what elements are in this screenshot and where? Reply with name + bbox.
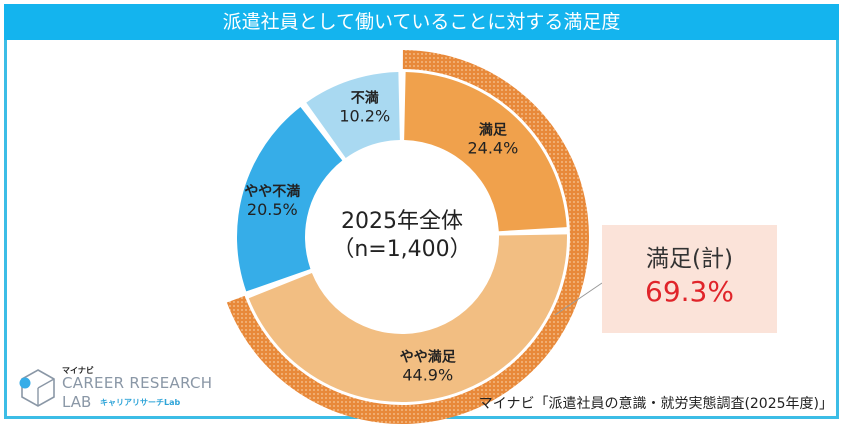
donut-slice-1	[248, 234, 568, 403]
center-label-line1: 2025年全体	[341, 209, 463, 234]
donut-slice-2	[237, 106, 343, 292]
chart-title: 派遣社員として働いていることに対する満足度	[4, 4, 839, 40]
donut-slice-3	[306, 72, 400, 158]
slice-label-3: 不満	[351, 90, 379, 107]
slice-value-2: 20.5%	[247, 200, 298, 219]
slice-label-2: やや不満	[244, 183, 300, 200]
career-research-lab-logo: マイナビ CAREER RESEARCH LAB キャリアリサーチLab	[16, 362, 216, 412]
callout-leader-line	[554, 282, 603, 316]
donut-slice-0	[404, 72, 567, 232]
slice-value-0: 24.4%	[467, 139, 518, 158]
logo-kana: マイナビ	[62, 366, 94, 375]
callout-value: 69.3%	[645, 275, 734, 308]
callout-label: 満足(計)	[646, 246, 733, 272]
slice-value-1: 44.9%	[402, 365, 453, 384]
center-label-line2: （n=1,400）	[332, 237, 471, 262]
slice-value-3: 10.2%	[339, 107, 390, 126]
logo-line1: CAREER RESEARCH	[62, 374, 213, 392]
satisfied-total-callout: 満足(計) 69.3%	[602, 225, 777, 333]
slice-label-0: 満足	[479, 122, 508, 139]
cube-logo-icon	[19, 369, 55, 407]
source-note: マイナビ「派遣社員の意識・就労実態調査(2025年度)」	[478, 396, 833, 412]
logo-line2: LAB	[62, 393, 92, 411]
logo-sub: キャリアリサーチLab	[100, 398, 181, 407]
slice-label-1: やや満足	[400, 348, 457, 365]
